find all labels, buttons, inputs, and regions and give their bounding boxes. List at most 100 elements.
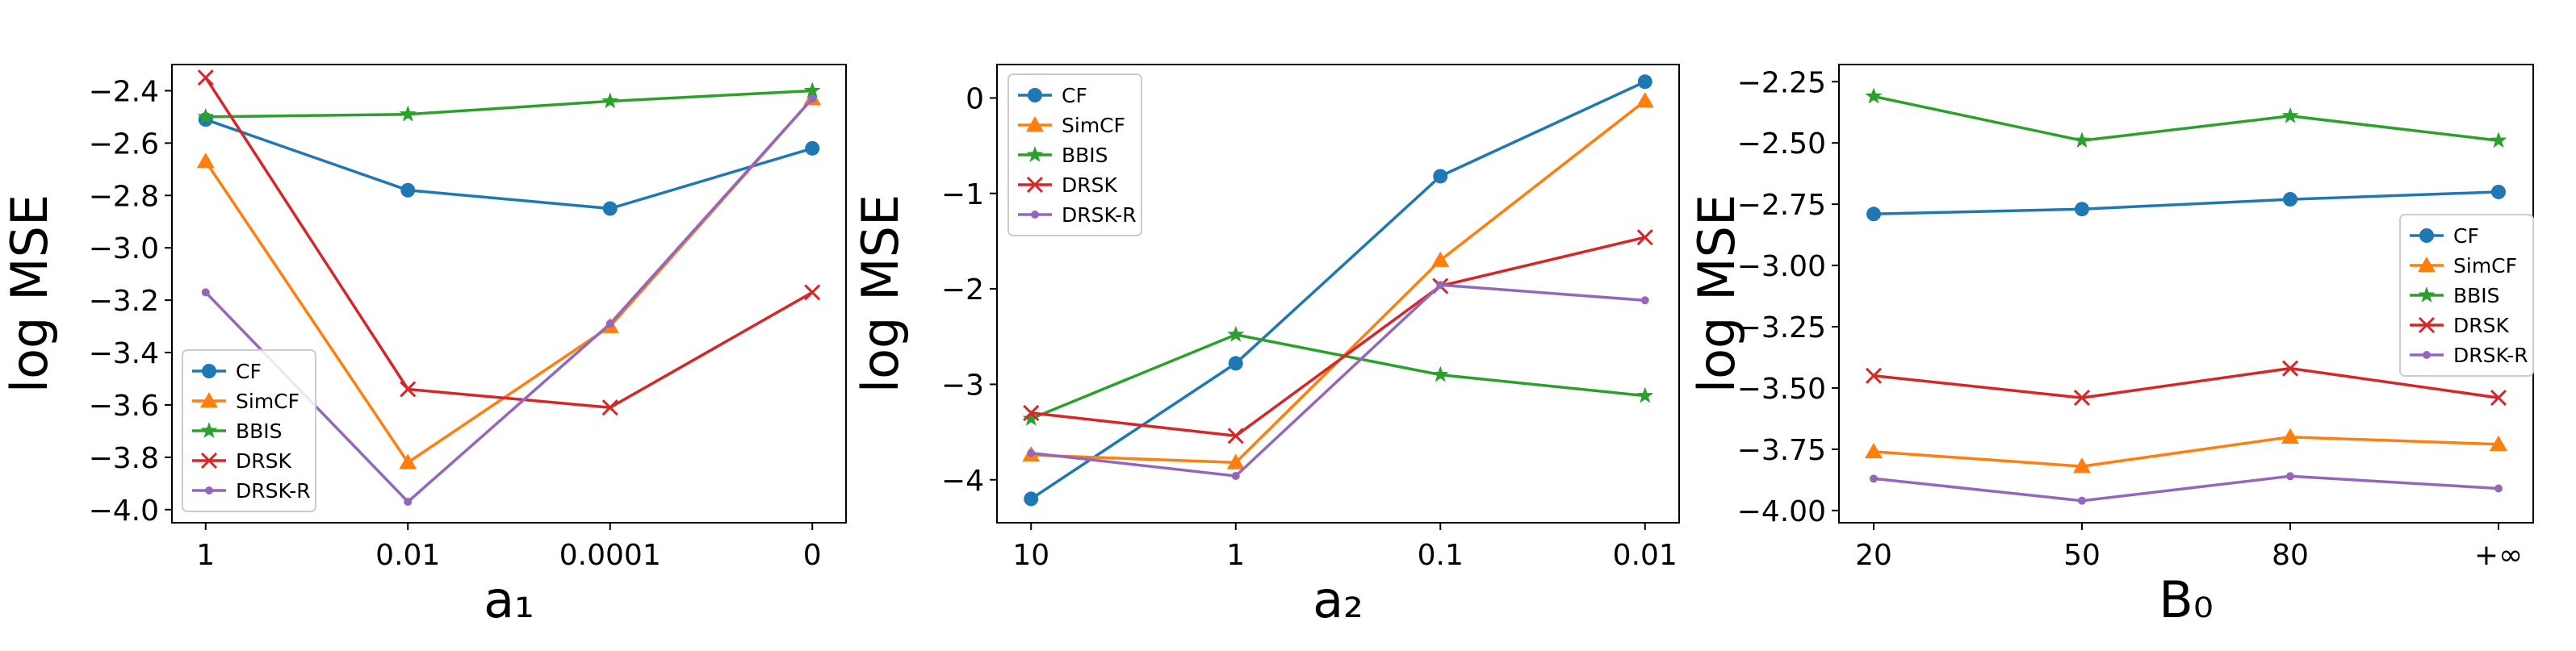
legend-label: CF	[1062, 84, 1087, 107]
data-point	[1228, 356, 1243, 371]
x-tick-label: 10	[1012, 539, 1049, 572]
legend-marker	[1031, 211, 1039, 219]
x-tick-label: 1	[1226, 539, 1245, 572]
series-line	[1873, 435, 2499, 468]
series-line	[204, 77, 814, 409]
legend-entry: DRSK-R	[2410, 344, 2528, 367]
y-tick-label: −2.8	[89, 180, 159, 213]
plot-frame	[996, 64, 1680, 524]
data-point	[1024, 491, 1039, 507]
legend-label: SimCF	[2453, 254, 2517, 278]
data-point	[1227, 428, 1244, 444]
legend-marker	[2419, 228, 2434, 243]
x-axis-label: B₀	[2159, 570, 2213, 629]
legend-marker	[205, 486, 213, 495]
data-point	[2490, 390, 2507, 407]
plot-frame	[171, 64, 847, 524]
legend-marker	[2418, 286, 2436, 303]
legend-entry: DRSK-R	[192, 479, 311, 503]
y-tick-label: −2.50	[1737, 127, 1826, 161]
legend-box	[1007, 73, 1142, 236]
legend-label: DRSK-R	[1062, 203, 1137, 227]
legend-label: DRSK-R	[2453, 344, 2528, 367]
series-bbis	[1022, 325, 1654, 426]
data-point	[2078, 496, 2086, 505]
data-point	[197, 69, 214, 86]
data-point	[2286, 472, 2294, 481]
series-line	[205, 89, 813, 119]
data-point	[804, 284, 821, 301]
x-tick-label: 80	[2272, 539, 2309, 572]
series-bbis	[1865, 87, 2507, 148]
data-point	[399, 105, 417, 122]
data-point	[400, 182, 416, 198]
legend-entry: DRSK	[192, 449, 291, 473]
legend-entry: DRSK	[1018, 173, 1117, 197]
data-point	[808, 94, 817, 103]
legend-entry: BBIS	[1018, 144, 1108, 167]
legend-label: DRSK-R	[236, 479, 311, 503]
legend-entry: CF	[1018, 84, 1087, 107]
data-point	[2283, 192, 2297, 207]
series-bbis	[197, 81, 821, 124]
data-point	[1436, 281, 1445, 290]
x-tick-label: 0	[803, 539, 822, 572]
series-line	[1873, 94, 2499, 142]
data-point	[602, 201, 618, 216]
series-cf	[1866, 184, 2506, 222]
legend: CF SimCF BBIS DRSK DRSK-R	[182, 349, 316, 512]
series-line	[1031, 283, 1645, 478]
data-point	[1023, 404, 1040, 421]
series-line	[1873, 366, 2499, 399]
legend-marker	[200, 422, 218, 438]
series-drsk-r	[1870, 472, 2503, 505]
series-drsk-r	[1027, 281, 1649, 481]
y-tick-label: −4.0	[89, 495, 159, 528]
data-point	[404, 498, 413, 507]
series-line	[1873, 474, 2499, 503]
legend-entry: SimCF	[1018, 114, 1125, 137]
series-line	[1030, 80, 1646, 500]
y-tick-label: −3.75	[1737, 434, 1826, 467]
legend-label: DRSK	[1062, 173, 1117, 197]
data-point	[1870, 474, 1878, 483]
series-simcf	[1865, 428, 2507, 474]
legend-label: SimCF	[1062, 114, 1125, 137]
y-tick-label: −3.50	[1737, 373, 1826, 406]
legend: CF SimCF BBIS DRSK DRSK-R	[1007, 73, 1142, 236]
legend-box	[2399, 214, 2534, 377]
legend-marker	[202, 364, 216, 378]
chart-panel-1: −4.0 −3.8 −3.6 −3.4 −3.2 −3.0 −2.8 −2.6 −2.4 1 0.0…	[0, 64, 847, 629]
x-tick-label: 20	[1855, 539, 1892, 572]
data-point	[601, 92, 619, 109]
data-point	[1226, 453, 1245, 469]
legend-label: SimCF	[236, 390, 299, 413]
data-point	[1636, 386, 1654, 403]
data-point	[197, 107, 215, 124]
legend-marker	[1026, 176, 1044, 194]
x-axis-label: a₂	[1313, 570, 1363, 629]
chart-panel-3: −4.00 −3.75 −3.50 −3.25 −3.00 −2.75 −2.50 −2.25…	[1687, 64, 2534, 629]
series-drsk	[197, 69, 821, 416]
data-point	[1431, 251, 1450, 267]
series-line	[1030, 333, 1645, 420]
x-tick-label: +∞	[2474, 539, 2523, 572]
data-point	[1865, 442, 1883, 459]
data-point	[1636, 229, 1653, 246]
data-point	[1865, 367, 1883, 384]
data-point	[803, 81, 821, 98]
legend-marker	[2418, 316, 2436, 334]
legend-label: CF	[236, 360, 262, 383]
y-axis-label: log MSE	[0, 194, 59, 393]
y-tick-label: −3.4	[89, 337, 159, 370]
data-point	[2490, 131, 2507, 148]
y-tick-label: −3.2	[89, 285, 159, 318]
legend-marker	[1026, 116, 1044, 132]
data-point	[1433, 169, 1448, 184]
data-point	[2073, 390, 2091, 407]
data-point	[1227, 325, 1245, 342]
data-point	[2281, 428, 2299, 444]
data-point	[2073, 457, 2091, 474]
legend-entry: CF	[2410, 224, 2479, 248]
